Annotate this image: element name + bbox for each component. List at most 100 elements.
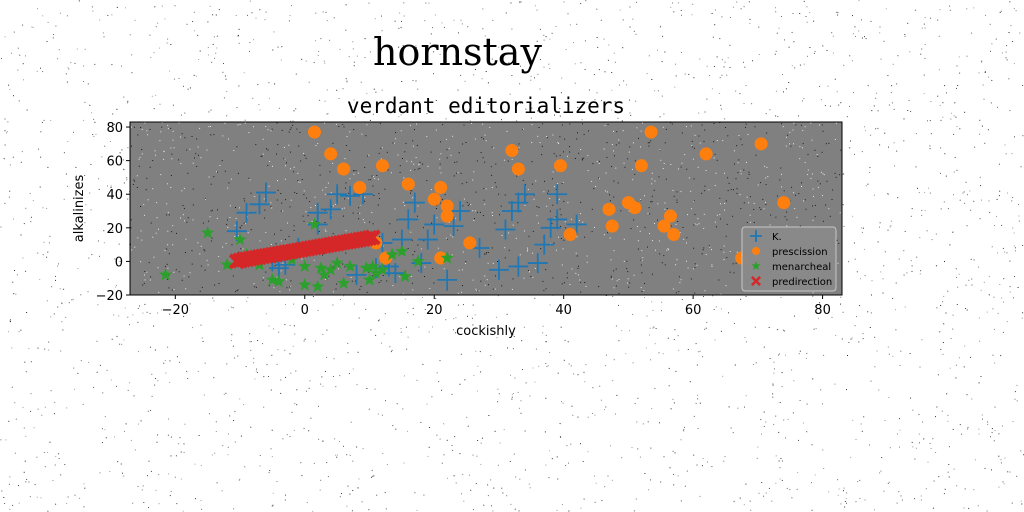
data-point — [395, 244, 409, 257]
legend-entry: prescission — [752, 247, 828, 258]
data-point — [298, 277, 312, 291]
x-tick-label: 0 — [301, 303, 309, 318]
data-point — [547, 209, 568, 230]
data-point — [307, 202, 328, 223]
chart-title: verdant editorializers — [347, 94, 625, 118]
series-predirection — [228, 229, 381, 270]
data-point — [440, 251, 454, 264]
series-prescission — [307, 125, 791, 265]
data-point — [602, 202, 616, 216]
data-point — [314, 261, 328, 274]
data-point — [369, 266, 383, 279]
data-point — [298, 259, 312, 273]
data-point — [663, 209, 677, 223]
data-point — [463, 236, 477, 250]
data-point — [255, 182, 276, 203]
data-point — [311, 279, 325, 293]
data-point — [417, 229, 438, 250]
x-tick-label: 40 — [555, 303, 572, 318]
plot-noise — [130, 122, 842, 295]
data-point — [634, 159, 648, 173]
data-point — [427, 192, 441, 206]
data-point — [514, 184, 535, 205]
legend-marker — [751, 276, 761, 286]
plot-background — [130, 122, 842, 295]
legend-label: menarcheal — [772, 262, 831, 273]
legend-marker — [750, 230, 762, 242]
plot-frame — [129, 121, 843, 296]
data-point — [667, 228, 681, 242]
data-point — [527, 253, 548, 274]
data-point — [307, 217, 322, 231]
data-point — [644, 125, 658, 139]
data-point — [272, 274, 286, 288]
legend-entry: menarcheal — [751, 261, 831, 273]
y-tick-label: 80 — [106, 121, 123, 136]
legend-box — [741, 226, 837, 292]
data-point — [336, 276, 351, 289]
data-point — [249, 194, 270, 215]
data-point — [375, 159, 389, 173]
data-point — [158, 267, 173, 281]
data-point — [495, 219, 516, 240]
data-point — [327, 184, 348, 205]
data-point — [398, 209, 419, 230]
data-point — [563, 228, 577, 242]
data-point — [508, 256, 529, 277]
legend-entry: K. — [750, 230, 782, 243]
y-tick-label: 60 — [106, 155, 123, 170]
data-point — [434, 181, 448, 195]
data-point — [401, 177, 415, 191]
data-point — [505, 144, 519, 158]
data-point — [236, 202, 257, 223]
legend-entry: predirection — [751, 276, 832, 288]
legend-marker — [751, 261, 761, 271]
data-point — [233, 232, 247, 246]
data-point — [566, 214, 587, 235]
data-point — [320, 199, 341, 220]
data-point — [534, 234, 555, 255]
data-point — [337, 162, 351, 176]
data-point — [398, 269, 412, 283]
data-point — [364, 229, 381, 246]
data-point — [343, 259, 357, 273]
x-tick-label: 80 — [814, 303, 831, 318]
x-axis-label: cockishly — [456, 324, 516, 339]
data-point — [385, 263, 406, 284]
data-point — [362, 272, 377, 286]
data-point — [699, 147, 713, 161]
figure-suptitle: hornstay — [373, 30, 542, 74]
data-point — [324, 262, 338, 276]
data-point — [411, 253, 432, 274]
y-axis-label: alkalinizes — [72, 175, 87, 243]
data-point — [443, 216, 464, 237]
data-point — [511, 162, 525, 176]
legend-label: predirection — [772, 277, 832, 288]
x-tick-label: 60 — [685, 303, 702, 318]
data-point — [375, 262, 390, 276]
data-point — [440, 199, 454, 213]
data-point — [657, 219, 671, 233]
data-point — [353, 181, 367, 195]
data-point — [307, 125, 321, 139]
legend-label: prescission — [772, 247, 828, 258]
data-point — [488, 259, 509, 280]
data-point — [330, 256, 344, 269]
data-point — [547, 184, 568, 205]
data-point — [385, 247, 399, 261]
data-point — [754, 137, 768, 151]
x-tick-label: 20 — [426, 303, 443, 318]
data-point — [424, 214, 445, 235]
data-point — [450, 201, 471, 222]
data-point — [553, 159, 567, 173]
y-axis: −20 0 20 40 60 80 — [96, 121, 130, 304]
y-tick-label: 20 — [106, 222, 123, 237]
data-point — [220, 257, 234, 271]
y-tick-label: −20 — [96, 289, 123, 304]
data-point — [777, 196, 791, 210]
data-point — [628, 201, 642, 215]
data-point — [411, 254, 425, 268]
data-point — [324, 147, 338, 161]
data-point — [437, 269, 458, 290]
